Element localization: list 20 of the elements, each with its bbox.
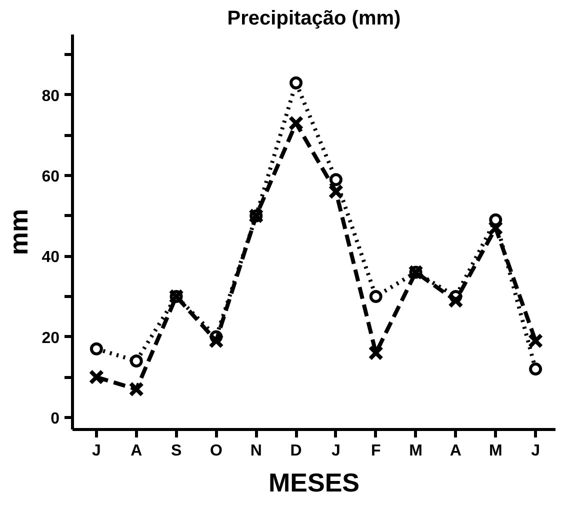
x-tick-label: S — [170, 442, 182, 460]
x-tick-label: A — [130, 442, 143, 460]
x-tick-label: J — [92, 442, 101, 460]
y-tick-label: 80 — [42, 88, 60, 105]
x-tick-label: N — [250, 442, 262, 460]
x-tick-label: M — [488, 442, 502, 460]
x-tick-label: J — [332, 442, 340, 460]
x-tick-label: O — [210, 442, 222, 460]
chart-title: Precipitação (mm) — [227, 8, 401, 30]
y-tick-label: 60 — [42, 168, 60, 186]
x-tick-label: J — [531, 442, 540, 460]
y-tick-label: 0 — [50, 410, 60, 428]
x-tick-label: M — [409, 442, 422, 460]
x-axis-title: MESES — [268, 468, 360, 498]
x-tick-label: A — [450, 442, 462, 460]
y-tick-label: 40 — [42, 249, 60, 266]
y-axis-title: mm — [4, 208, 34, 256]
x-tick-label: D — [290, 442, 302, 460]
y-tick-label: 20 — [42, 330, 60, 347]
x-tick-label: F — [370, 442, 381, 460]
